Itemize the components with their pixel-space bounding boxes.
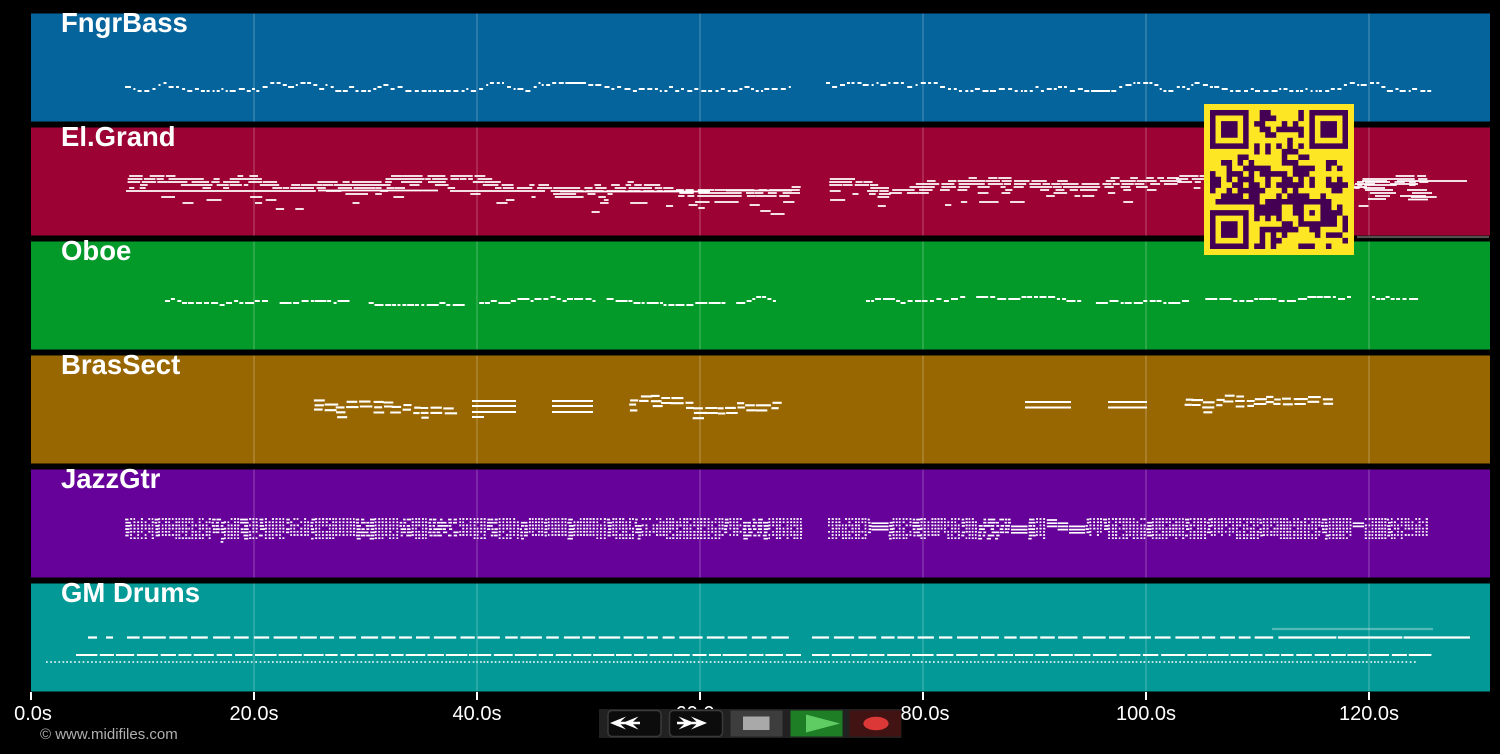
svg-text:80.0s: 80.0s (901, 703, 950, 725)
svg-text:20.0s: 20.0s (230, 703, 279, 725)
svg-text:100.0s: 100.0s (1116, 703, 1176, 725)
svg-text:GM Drums: GM Drums (61, 577, 200, 608)
svg-text:BrasSect: BrasSect (61, 349, 180, 380)
svg-text:JazzGtr: JazzGtr (61, 463, 161, 494)
svg-text:0.0s: 0.0s (14, 703, 52, 725)
svg-text:El.Grand: El.Grand (61, 121, 176, 152)
svg-text:40.0s: 40.0s (453, 703, 502, 725)
svg-text:120.0s: 120.0s (1339, 703, 1399, 725)
svg-text:FngrBass: FngrBass (61, 7, 188, 38)
svg-text:Oboe: Oboe (61, 235, 131, 266)
svg-text:© www.midifiles.com: © www.midifiles.com (40, 726, 178, 743)
